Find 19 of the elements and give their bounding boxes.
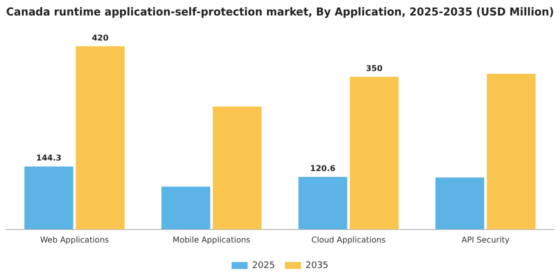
bar: [76, 46, 125, 230]
x-tick-label: API Security: [461, 235, 510, 244]
bar: [161, 186, 210, 230]
chart-title: Canada runtime application-self-protection market, By Application, 2025-2035 (USD Million): [6, 5, 554, 19]
bar: [24, 166, 74, 230]
legend-label: 2025: [252, 260, 275, 271]
data-label: 350: [366, 64, 383, 73]
x-tick-label: Web Applications: [40, 235, 109, 244]
data-label: 120.6: [310, 164, 336, 173]
bar: [435, 178, 484, 230]
bar: [212, 106, 262, 230]
data-label: 144.3: [36, 154, 62, 163]
x-tick-label: Cloud Applications: [311, 235, 386, 244]
data-label: 420: [92, 33, 109, 42]
bar: [486, 74, 536, 230]
bar: [350, 76, 399, 230]
legend-label: 2035: [306, 260, 328, 271]
x-tick-label: Mobile Applications: [172, 235, 250, 244]
bar: [298, 176, 348, 230]
